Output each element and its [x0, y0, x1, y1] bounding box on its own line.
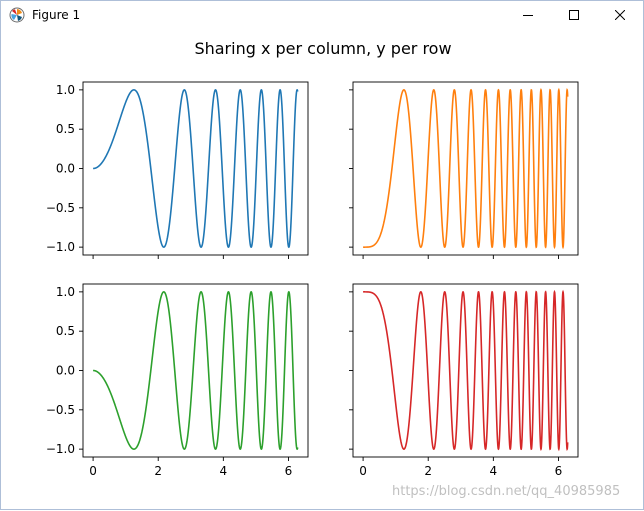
y-tick-label: −0.5 [46, 201, 75, 215]
y-tick-label: −0.5 [46, 403, 75, 417]
y-tick-label: 1.0 [56, 83, 75, 97]
y-tick-label: 0.0 [56, 162, 75, 176]
y-tick-label: 1.0 [56, 285, 75, 299]
y-tick-label: −1.0 [46, 442, 75, 456]
y-tick-label: 0.5 [56, 122, 75, 136]
close-button[interactable] [597, 1, 643, 29]
title-bar[interactable]: Figure 1 [1, 1, 643, 29]
x-tick-label: 4 [220, 464, 228, 478]
watermark-text: https://blog.csdn.net/qq_40985985 [392, 484, 621, 499]
x-tick-label: 0 [89, 464, 97, 478]
subplot-top-right [349, 81, 579, 259]
series-line-bottom-left [93, 290, 299, 451]
x-tick-label: 6 [555, 464, 563, 478]
series-line-top-right [363, 87, 569, 250]
maximize-button[interactable] [551, 1, 597, 29]
subplot-bottom-left: 1.0 0.5 0.0 −0.5 −1.0 0 2 4 6 [46, 283, 309, 478]
x-tick-label: 2 [154, 464, 162, 478]
minimize-icon [523, 15, 533, 16]
subplot-top-left: 1.0 0.5 0.0 −0.5 −1.0 [46, 81, 309, 259]
series-line-bottom-right [363, 289, 569, 452]
close-icon [615, 10, 625, 20]
y-tick-label: 0.5 [56, 324, 75, 338]
x-tick-label: 4 [490, 464, 498, 478]
minimize-button[interactable] [505, 1, 551, 29]
x-tick-label: 0 [359, 464, 367, 478]
x-tick-label: 6 [285, 464, 293, 478]
matplotlib-icon [9, 7, 25, 23]
axes-frame [82, 283, 309, 458]
maximize-icon [569, 10, 579, 20]
y-tick-label: −1.0 [46, 240, 75, 254]
figure-canvas: Sharing x per column, y per row 1.0 0.5 0.… [46, 39, 579, 478]
x-tick-label: 2 [424, 464, 432, 478]
axes-frame [82, 81, 309, 256]
window-title: Figure 1 [32, 8, 81, 22]
figure-suptitle: Sharing x per column, y per row [194, 39, 451, 58]
series-line-top-left [93, 88, 299, 249]
subplot-bottom-right: 0 2 4 6 [349, 283, 579, 478]
y-tick-label: 0.0 [56, 364, 75, 378]
